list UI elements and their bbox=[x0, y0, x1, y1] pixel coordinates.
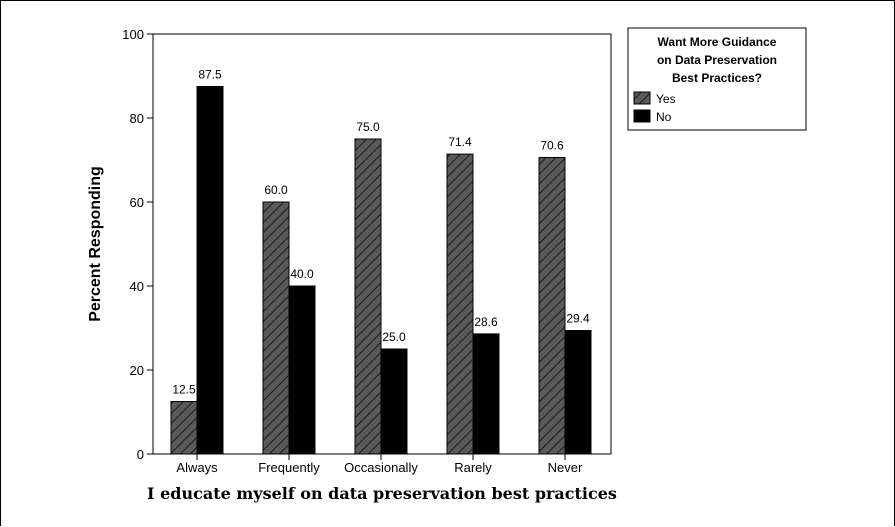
legend-swatch-no bbox=[633, 109, 651, 123]
y-tick-label-40: 40 bbox=[130, 279, 144, 294]
x-tick-label-occasionally: Occasionally bbox=[344, 460, 418, 475]
data-label-no-occasionally: 25.0 bbox=[382, 330, 406, 344]
legend-title-line-2: on Data Preservation bbox=[657, 53, 777, 67]
bar-no-never bbox=[564, 330, 592, 455]
bar-yes-never bbox=[538, 156, 566, 455]
bar-yes-rarely bbox=[446, 153, 474, 455]
x-axis: Always Frequently Occasionally Rarely Never bbox=[176, 454, 583, 475]
data-label-no-rarely: 28.6 bbox=[474, 315, 498, 329]
legend-label-no: No bbox=[656, 110, 672, 124]
data-label-yes-frequently: 60.0 bbox=[264, 183, 288, 197]
data-label-yes-never: 70.6 bbox=[540, 138, 564, 152]
bar-no-always bbox=[196, 86, 224, 455]
legend-label-yes: Yes bbox=[656, 92, 676, 106]
bar-yes-always bbox=[170, 401, 198, 455]
x-tick-label-rarely: Rarely bbox=[454, 460, 492, 475]
y-axis-title: Percent Responding bbox=[87, 166, 104, 322]
y-tick-label-80: 80 bbox=[130, 111, 144, 126]
data-label-yes-occasionally: 75.0 bbox=[356, 120, 380, 134]
legend-box bbox=[627, 27, 807, 131]
legend-swatch-yes bbox=[633, 91, 651, 105]
x-axis-title: I educate myself on data preservation be… bbox=[147, 484, 617, 503]
bar-no-occasionally bbox=[380, 348, 408, 455]
data-label-no-never: 29.4 bbox=[566, 312, 590, 326]
x-tick-label-always: Always bbox=[176, 460, 218, 475]
bar-yes-frequently bbox=[262, 201, 290, 455]
x-tick-label-never: Never bbox=[548, 460, 583, 475]
data-label-yes-always: 12.5 bbox=[172, 383, 196, 397]
y-tick-label-20: 20 bbox=[130, 363, 144, 378]
data-label-no-always: 87.5 bbox=[198, 68, 222, 82]
data-label-yes-rarely: 71.4 bbox=[448, 135, 472, 149]
y-tick-label-60: 60 bbox=[130, 195, 144, 210]
legend-title-line-3: Best Practices? bbox=[672, 71, 762, 85]
bar-no-rarely bbox=[472, 333, 500, 455]
x-tick-label-frequently: Frequently bbox=[258, 460, 320, 475]
y-axis: 0 20 40 60 80 100 bbox=[122, 27, 153, 462]
legend-title-line-1: Want More Guidance bbox=[658, 35, 777, 49]
legend: Want More Guidance on Data Preservation … bbox=[627, 27, 807, 131]
y-tick-label-100: 100 bbox=[122, 27, 144, 42]
y-tick-label-0: 0 bbox=[137, 447, 144, 462]
bar-yes-occasionally bbox=[354, 138, 382, 455]
data-label-no-frequently: 40.0 bbox=[290, 267, 314, 281]
bar-no-frequently bbox=[288, 285, 316, 455]
bars: 12.5 87.5 60.0 40.0 75.0 25.0 71.4 28.6 70.6 29.4 bbox=[170, 68, 592, 455]
